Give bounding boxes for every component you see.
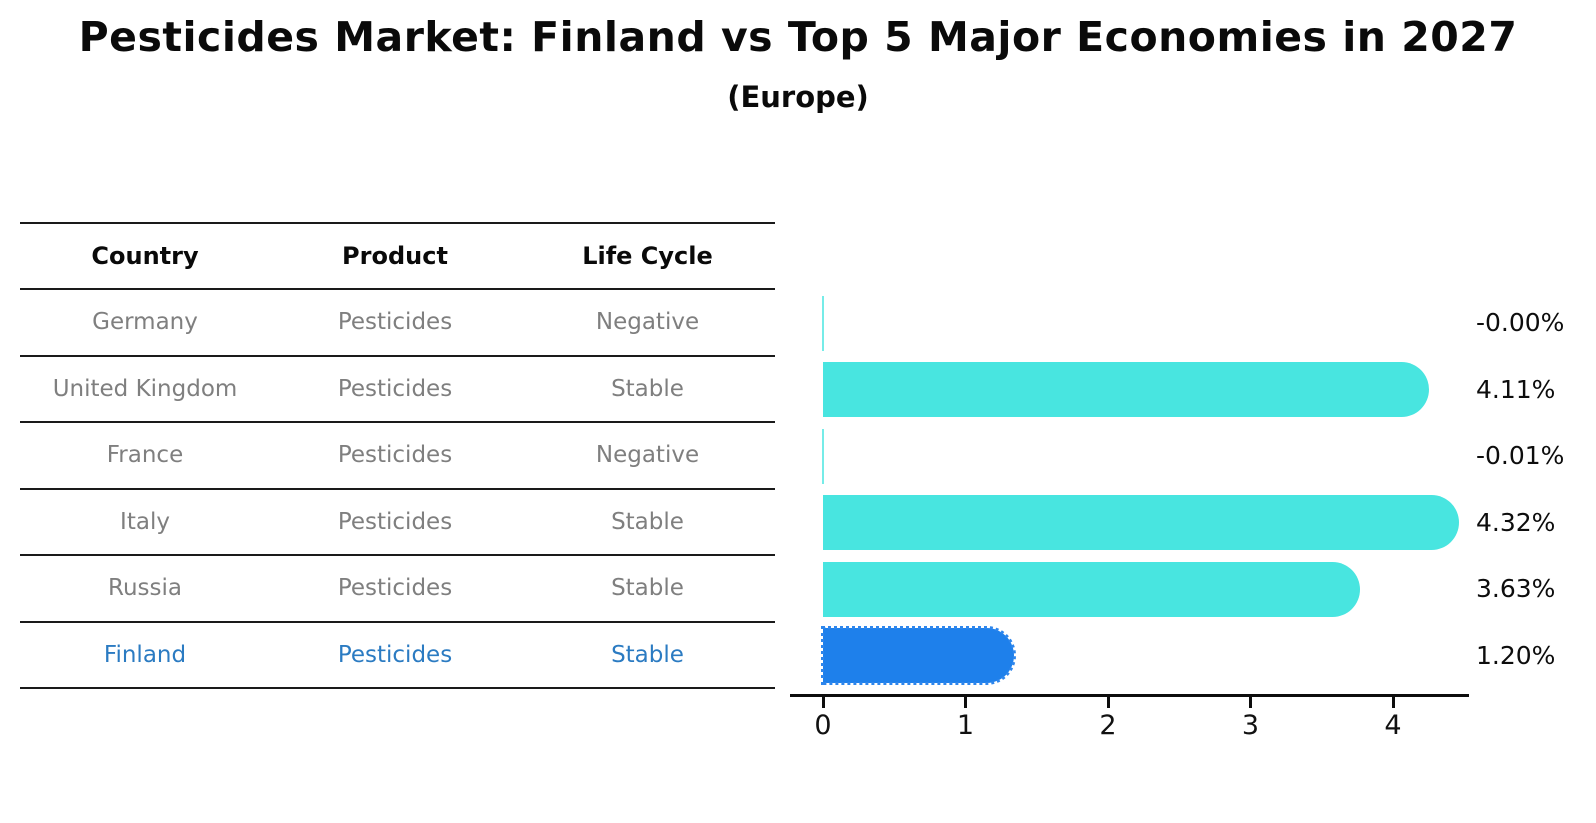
table-row-russia: Russia Pesticides Stable [20, 556, 775, 623]
bar-italy [823, 495, 1459, 550]
header-country: Country [91, 242, 199, 270]
header-product: Product [342, 242, 448, 270]
x-tick-1 [964, 697, 967, 708]
value-label-finland: 1.20% [1476, 640, 1556, 670]
x-tick-label-2: 2 [1099, 710, 1117, 741]
header-life-cycle: Life Cycle [582, 242, 713, 270]
x-axis-line [790, 694, 1469, 697]
cell-life-cycle: Stable [611, 575, 684, 602]
bar-germany [822, 295, 824, 351]
cell-country: United Kingdom [52, 375, 238, 402]
cell-product: Pesticides [337, 575, 453, 602]
cell-country: France [106, 442, 184, 469]
cell-country: Finland [103, 641, 187, 668]
x-tick-label-3: 3 [1241, 710, 1260, 741]
country-table: Country Product Life Cycle Germany Pestic… [20, 222, 775, 689]
x-tick-4 [1391, 697, 1395, 708]
x-tick-0 [821, 697, 825, 708]
value-label-france: -0.01% [1476, 441, 1565, 470]
cell-life-cycle: Stable [611, 508, 684, 535]
x-tick-label-1: 1 [956, 710, 975, 741]
cell-life-cycle: Stable [611, 641, 684, 668]
x-tick-3 [1249, 697, 1252, 708]
table-row-united-kingdom: United Kingdom Pesticides Stable [20, 357, 775, 423]
bar-finland [821, 626, 1016, 685]
table-row-france: France Pesticides Negative [20, 423, 775, 490]
x-tick-2 [1106, 697, 1110, 708]
cell-product: Pesticides [337, 641, 453, 668]
table-header-row: Country Product Life Cycle [20, 222, 775, 290]
cell-country: Italy [120, 508, 170, 535]
chart-subtitle: (Europe) [727, 80, 869, 114]
cell-life-cycle: Negative [595, 442, 700, 469]
table-row-italy: Italy Pesticides Stable [20, 490, 775, 556]
cell-product: Pesticides [337, 375, 453, 402]
cell-country: Germany [92, 309, 198, 336]
cell-product: Pesticides [337, 309, 453, 336]
x-tick-label-4: 4 [1384, 710, 1402, 741]
bar-united-kingdom [823, 362, 1429, 417]
chart-title: Pesticides Market: Finland vs Top 5 Majo… [78, 13, 1518, 61]
table-body: Germany Pesticides Negative United Kingdom P… [20, 290, 775, 689]
cell-country: Russia [108, 575, 182, 602]
value-label-italy: 4.32% [1476, 507, 1556, 537]
cell-product: Pesticides [337, 442, 453, 469]
cell-life-cycle: Stable [611, 375, 684, 402]
value-label-germany: -0.00% [1476, 308, 1565, 337]
value-label-russia: 3.63% [1476, 574, 1556, 603]
table-row-germany: Germany Pesticides Negative [20, 290, 775, 357]
cell-product: Pesticides [337, 508, 453, 535]
cell-life-cycle: Negative [595, 309, 700, 336]
x-tick-label-0: 0 [814, 710, 832, 741]
bar-russia [823, 561, 1361, 617]
value-label-united-kingdom: 4.11% [1476, 374, 1556, 404]
table-row-finland: Finland Pesticides Stable [20, 623, 775, 689]
bar-france [822, 428, 824, 484]
